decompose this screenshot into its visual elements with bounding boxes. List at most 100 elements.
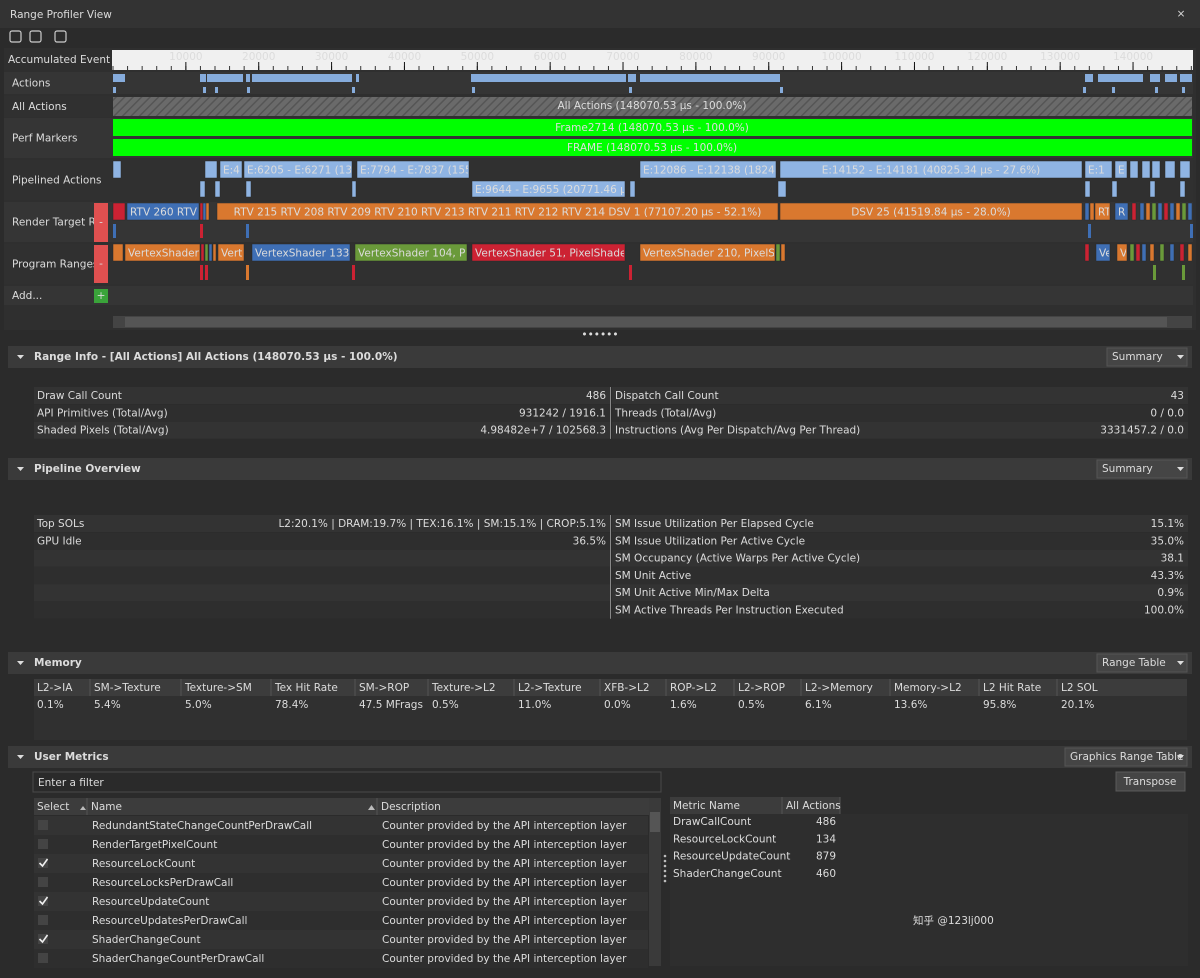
metrics-column-header[interactable]: Select: [37, 801, 69, 813]
action-bar-small: [472, 87, 475, 93]
ruler-tick-label: 20000: [242, 51, 275, 63]
metrics-table-row[interactable]: [34, 835, 648, 854]
table-row-bg: [612, 566, 1188, 584]
filter-input[interactable]: [32, 771, 662, 793]
toolbar-icon[interactable]: [9, 30, 22, 43]
program-bar: [1116, 243, 1128, 262]
render-target-bar: [1163, 202, 1169, 221]
metrics-table-row[interactable]: [34, 911, 648, 930]
transpose-button[interactable]: [1115, 771, 1186, 792]
memory-value: 20.1%: [1061, 699, 1094, 711]
remove-range-button-label[interactable]: -: [99, 258, 103, 270]
render-target-bar: [112, 202, 126, 221]
collapse-arrow[interactable]: [17, 467, 24, 471]
table-row-bg: [34, 532, 610, 550]
program-bar-label: Ve: [1099, 248, 1112, 260]
pipelined-bar: [199, 180, 206, 198]
transpose-button-label[interactable]: Transpose: [1123, 776, 1177, 788]
perf-marker-bar: [113, 119, 1192, 136]
scrollbar-thumb[interactable]: [650, 812, 660, 832]
metrics-table-row[interactable]: [34, 892, 648, 911]
splitter-handle[interactable]: ••••••: [581, 329, 618, 341]
checkbox[interactable]: [38, 820, 48, 830]
program-bar: [217, 243, 245, 262]
toolbar-icon[interactable]: [29, 30, 42, 43]
render-target-bar-label: RTV 260 RTV 26: [130, 207, 214, 219]
dropdown-arrow: [1177, 355, 1184, 359]
metric-name: ResourceLockCount: [92, 858, 195, 870]
add-range-button-label[interactable]: +: [97, 290, 106, 302]
checkbox[interactable]: [38, 839, 48, 849]
program-bar: [1141, 243, 1147, 262]
remove-range-button[interactable]: [94, 245, 108, 283]
render-target-bar-small: [200, 224, 203, 238]
results-column-header: All Actions: [786, 800, 841, 812]
metrics-table-row[interactable]: [34, 873, 648, 892]
render-target-bar: [1145, 202, 1151, 221]
checkbox[interactable]: [38, 953, 48, 963]
results-metric-name: ShaderChangeCount: [673, 868, 782, 880]
collapse-arrow[interactable]: [17, 755, 24, 759]
close-button[interactable]: ×: [1177, 8, 1186, 20]
program-bar: [1095, 243, 1111, 262]
pipelined-bar: [245, 180, 252, 198]
splitter-dot: [663, 854, 667, 858]
action-bar: [471, 74, 626, 82]
dropdown[interactable]: [1096, 653, 1188, 673]
checkbox[interactable]: [38, 934, 48, 944]
program-bar: [112, 243, 124, 262]
ruler-tick-label: 40000: [388, 51, 421, 63]
remove-range-button[interactable]: [94, 203, 108, 242]
dropdown-label[interactable]: Summary: [1102, 463, 1153, 475]
render-target-bar: [1169, 202, 1175, 221]
pipelined-bar: [1114, 160, 1128, 179]
results-table-header: [670, 797, 840, 814]
dropdown[interactable]: [1064, 747, 1188, 767]
table-row-bg: [34, 601, 610, 619]
checkbox[interactable]: [38, 915, 48, 925]
dropdown[interactable]: [1106, 347, 1188, 367]
render-target-bar: [779, 202, 1083, 221]
metric-name: ResourceUpdatesPerDrawCall: [92, 915, 247, 927]
results-metric-name: ResourceUpdateCount: [673, 851, 790, 863]
dropdown-arrow: [1177, 661, 1184, 665]
program-bar-label: V: [1120, 248, 1128, 260]
dropdown-label[interactable]: Range Table: [1102, 657, 1166, 669]
splitter-dot: [663, 874, 667, 878]
metrics-table-row[interactable]: [34, 949, 648, 968]
toolbar-icon[interactable]: [54, 30, 67, 43]
dropdown[interactable]: [1096, 459, 1188, 479]
render-target-bar-label: R: [1118, 207, 1125, 219]
metrics-table-row[interactable]: [34, 816, 648, 835]
collapse-arrow[interactable]: [17, 355, 24, 359]
metrics-table-row[interactable]: [34, 930, 648, 949]
section-header: [8, 346, 1192, 368]
metrics-column-header[interactable]: Description: [381, 801, 441, 813]
action-bar: [1165, 74, 1177, 82]
pipelined-bar: [777, 180, 787, 198]
program-bar: [1149, 243, 1155, 262]
filter-placeholder[interactable]: Enter a filter: [38, 777, 104, 789]
memory-column-header: SM->Texture: [94, 682, 161, 694]
checkbox[interactable]: [38, 858, 48, 868]
dropdown-label[interactable]: Summary: [1112, 351, 1163, 363]
collapse-arrow[interactable]: [17, 661, 24, 665]
ruler-label: Accumulated Event Tim: [8, 54, 133, 66]
metrics-column-header[interactable]: Name: [91, 801, 122, 813]
action-bar-small: [215, 87, 218, 93]
metrics-table-row[interactable]: [34, 854, 648, 873]
ruler-tick-label: 90000: [752, 51, 785, 63]
pipelined-bar: [1084, 180, 1091, 198]
dropdown-label[interactable]: Graphics Range Table: [1070, 751, 1183, 763]
table-row-bg: [612, 549, 1188, 567]
checkbox[interactable]: [38, 877, 48, 887]
perf-marker-label: Frame2714 (148070.53 µs - 100.0%): [555, 122, 749, 134]
scrollbar-thumb[interactable]: [125, 317, 1167, 327]
checkbox[interactable]: [38, 896, 48, 906]
results-column-header: Metric Name: [673, 800, 740, 812]
remove-range-button-label[interactable]: -: [99, 217, 103, 229]
add-range-button[interactable]: [94, 289, 108, 303]
table-row-bg: [612, 387, 1188, 404]
metric-name: SM Issue Utilization Per Elapsed Cycle: [615, 518, 814, 530]
program-bar-label: VertexShader 210, PixelShad: [643, 248, 795, 260]
